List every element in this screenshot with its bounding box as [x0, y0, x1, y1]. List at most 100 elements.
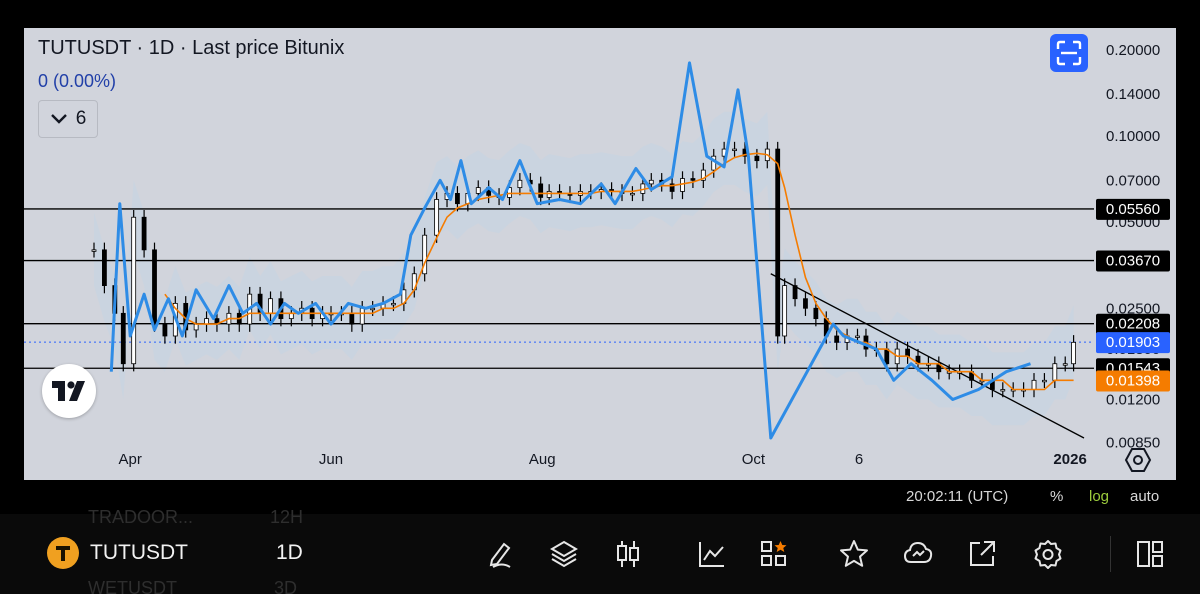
candle-body [754, 155, 760, 162]
candle-body [792, 285, 798, 300]
time-tick-Aug: Aug [529, 451, 556, 468]
time-tick-Apr: Apr [119, 451, 142, 468]
price-tick-0: 0.20000 [1106, 42, 1160, 59]
candle-body [152, 249, 157, 325]
time-tick-2026: 2026 [1053, 451, 1086, 468]
candle-body [680, 178, 685, 192]
settings-icon [1034, 540, 1062, 569]
candle-body [517, 179, 523, 189]
time-tick-6: 6 [855, 451, 863, 468]
candle-body [1052, 363, 1058, 381]
star-icon [840, 540, 868, 567]
interval-selector[interactable]: 1D [276, 541, 303, 564]
symbol-selector[interactable]: TUTUSDT [46, 536, 188, 570]
price-label-bg-0 [1096, 198, 1170, 220]
pencil-icon [489, 542, 511, 568]
candle-body [288, 312, 294, 320]
candle-body [434, 199, 440, 236]
log-scale-toggle[interactable]: log [1089, 488, 1110, 505]
candle-body [648, 179, 654, 185]
settings-button[interactable] [1032, 538, 1064, 570]
indicators-toggle[interactable]: 6 [38, 100, 98, 138]
watchlist-star-button[interactable] [838, 538, 870, 570]
share-button[interactable] [966, 538, 998, 570]
price-label-5: 0.01398 [1106, 372, 1160, 389]
price-chart[interactable]: 0.200000.140000.100000.070000.050000.035… [24, 28, 1176, 480]
price-label-bg-1 [1096, 250, 1170, 272]
candle-body [1000, 389, 1006, 392]
price-label-0: 0.05560 [1106, 201, 1160, 218]
price-label-bg-5 [1096, 370, 1170, 392]
candle-body [162, 323, 168, 337]
indicators-icon [699, 542, 724, 567]
fullscreen-button[interactable] [1050, 34, 1088, 72]
candle-body [359, 307, 365, 325]
candle-body [422, 234, 428, 275]
candle-body [732, 148, 737, 151]
toolbar-divider [1110, 536, 1111, 572]
candle-body [630, 192, 635, 196]
candle-body [834, 335, 840, 343]
candle-body [813, 307, 819, 320]
candle-body [475, 187, 481, 194]
ghost-watchlist-interval-above: 12H [270, 507, 304, 527]
hexagon-settings-icon [1124, 448, 1152, 472]
bottom-toolbar: TRADOOR... 12H WETUSDT 3D TUTUSDT 1D [0, 507, 1200, 594]
candle-body [669, 183, 675, 192]
candle-body [507, 187, 512, 198]
candle-body [905, 348, 910, 357]
layout-button[interactable] [1134, 538, 1166, 570]
time-tick-Jun: Jun [319, 451, 343, 468]
candle-body [700, 169, 706, 181]
price-tick-8: 0.01200 [1106, 391, 1160, 408]
chart-type-button[interactable] [612, 538, 644, 570]
price-label-1: 0.03670 [1106, 253, 1160, 270]
time-tick-Oct: Oct [742, 451, 766, 468]
candle-body [102, 249, 107, 286]
candle-body [120, 312, 126, 365]
tradingview-logo[interactable] [42, 364, 96, 418]
clock: 20:02:11 (UTC) [906, 488, 1009, 505]
candles-icon [617, 541, 639, 567]
alerts-button[interactable] [902, 538, 934, 570]
price-label-3: 0.01903 [1106, 334, 1160, 351]
candle-body [131, 216, 137, 365]
candle-body [91, 249, 97, 252]
object-tree-button[interactable] [548, 538, 580, 570]
auto-scale-toggle[interactable]: auto [1130, 488, 1160, 505]
price-tick-3: 0.07000 [1106, 172, 1160, 189]
ghost-watchlist-symbol-above: TRADOOR... [88, 507, 194, 527]
price-tick-2: 0.10000 [1106, 128, 1160, 145]
symbol-label: TUTUSDT [90, 541, 188, 564]
price-label-bg-3 [1096, 332, 1170, 354]
indicators-button[interactable] [696, 538, 728, 570]
drawing-tools-button[interactable] [484, 538, 516, 570]
candle-body [349, 312, 355, 325]
ghost-watchlist-symbol-below: WETUSDT [88, 578, 177, 594]
zigzag-line [109, 61, 1031, 440]
candle-body [538, 183, 544, 198]
candle-body [1031, 379, 1037, 390]
indicators-count: 6 [75, 108, 87, 129]
candle-body [455, 192, 460, 205]
candle-body [1071, 341, 1076, 365]
templates-button[interactable] [758, 538, 790, 570]
alert-icon [903, 541, 933, 563]
candle-body [884, 348, 890, 365]
trend-line [770, 273, 1085, 439]
layers-icon [550, 540, 578, 568]
price-tick-1: 0.14000 [1106, 86, 1160, 103]
scale-settings-button[interactable] [1124, 446, 1152, 474]
candle-body [1042, 379, 1047, 383]
chart-title: TUTUSDT · 1D · Last price Bitunix [38, 37, 345, 59]
chart-pane[interactable]: 0.200000.140000.100000.070000.050000.035… [24, 28, 1176, 480]
candle-body [391, 302, 396, 306]
fullscreen-icon [1056, 40, 1082, 66]
candle-body [775, 148, 781, 337]
percent-scale-toggle[interactable]: % [1050, 488, 1064, 505]
candle-body [370, 307, 376, 311]
symbol-coin-icon [47, 537, 79, 569]
layout-icon [1137, 541, 1163, 567]
chevron-down-icon [50, 114, 67, 124]
